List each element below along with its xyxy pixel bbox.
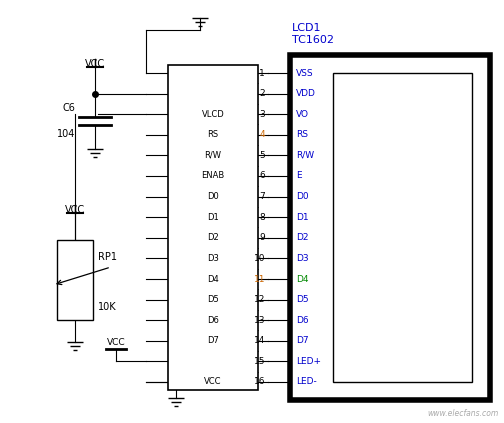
Text: RS: RS: [296, 130, 308, 139]
Text: D3: D3: [296, 254, 308, 263]
Text: 10K: 10K: [98, 302, 116, 312]
Text: D0: D0: [296, 192, 308, 201]
Text: D5: D5: [296, 295, 308, 304]
Text: 104: 104: [56, 129, 75, 139]
Text: C6: C6: [62, 103, 75, 113]
Text: 14: 14: [254, 336, 265, 345]
Text: D2: D2: [207, 233, 219, 242]
Text: D7: D7: [207, 336, 219, 345]
Text: RP1: RP1: [98, 252, 117, 262]
Text: LED-: LED-: [296, 377, 317, 387]
Text: D6: D6: [296, 316, 308, 325]
Bar: [333, 73, 472, 382]
Text: 12: 12: [254, 295, 265, 304]
Text: VSS: VSS: [296, 69, 313, 77]
Text: D1: D1: [296, 213, 308, 222]
Text: TC1602: TC1602: [292, 35, 334, 45]
Text: 7: 7: [259, 192, 265, 201]
Text: VCC: VCC: [85, 59, 105, 69]
Bar: [168, 65, 258, 390]
Text: D1: D1: [207, 213, 219, 222]
Text: 13: 13: [254, 316, 265, 325]
Text: 2: 2: [260, 89, 265, 98]
Text: VDD: VDD: [296, 89, 316, 98]
Text: D4: D4: [296, 275, 308, 283]
Text: VCC: VCC: [204, 377, 222, 387]
Text: ENAB: ENAB: [202, 171, 225, 181]
Text: 15: 15: [254, 357, 265, 366]
Text: D2: D2: [296, 233, 308, 242]
Text: D5: D5: [207, 295, 219, 304]
Text: VCC: VCC: [65, 205, 85, 215]
Text: D6: D6: [207, 316, 219, 325]
Text: 3: 3: [259, 110, 265, 119]
Text: 16: 16: [254, 377, 265, 387]
Text: www.elecfans.com: www.elecfans.com: [428, 409, 499, 418]
Text: 1: 1: [259, 69, 265, 77]
Text: D3: D3: [207, 254, 219, 263]
Text: VLCD: VLCD: [202, 110, 224, 119]
Text: 8: 8: [259, 213, 265, 222]
Text: R/W: R/W: [205, 151, 221, 160]
Text: RS: RS: [208, 130, 219, 139]
Text: VO: VO: [296, 110, 309, 119]
Text: LCD1: LCD1: [292, 23, 322, 33]
Text: 9: 9: [259, 233, 265, 242]
Text: D0: D0: [207, 192, 219, 201]
Text: D4: D4: [207, 275, 219, 283]
Text: 4: 4: [260, 130, 265, 139]
Text: 10: 10: [254, 254, 265, 263]
Bar: [57, 240, 93, 320]
Text: LED+: LED+: [296, 357, 321, 366]
Text: R/W: R/W: [296, 151, 314, 160]
Text: 11: 11: [254, 275, 265, 283]
Bar: [290, 55, 490, 400]
Text: 5: 5: [259, 151, 265, 160]
Text: E: E: [296, 171, 301, 181]
Text: 6: 6: [259, 171, 265, 181]
Text: D7: D7: [296, 336, 308, 345]
Text: VCC: VCC: [107, 338, 125, 347]
